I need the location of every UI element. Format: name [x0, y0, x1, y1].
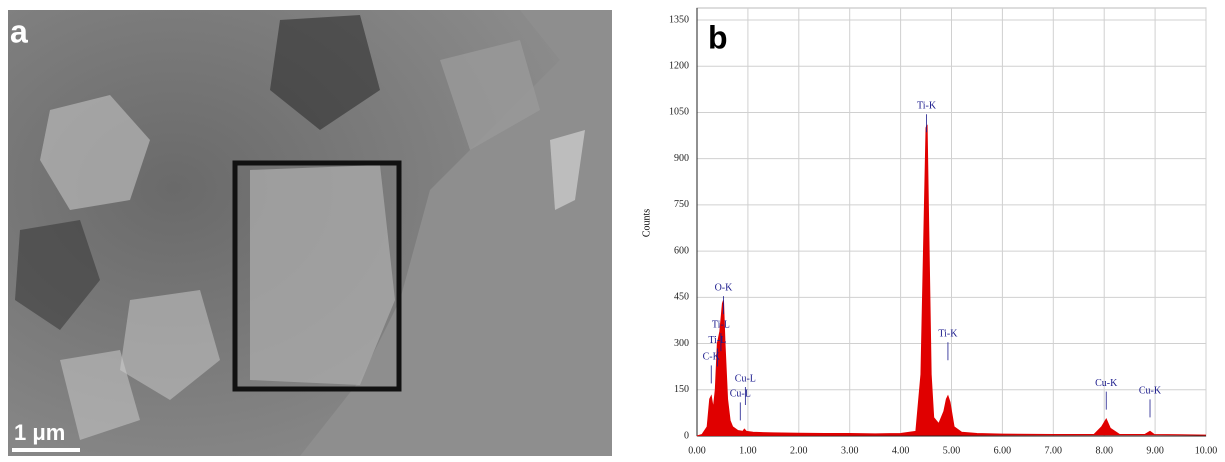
- x-tick-label: 9.00: [1146, 445, 1164, 456]
- selection-box: [232, 160, 402, 392]
- particle: [60, 350, 140, 440]
- spectrum-chart: Counts 0 150 300 450 600 750 900 1050 1200 1350 0.…: [641, 7, 1218, 456]
- x-tick-label: 3.00: [841, 445, 859, 456]
- annotation: C-K: [703, 352, 721, 363]
- y-tick-label: 1350: [669, 14, 689, 25]
- annotation: Ti-L: [712, 319, 730, 330]
- panel-label: b: [708, 19, 728, 55]
- y-axis-label: Counts: [641, 209, 652, 237]
- y-tick-label: 900: [674, 153, 689, 164]
- annotation: Ti-K: [917, 101, 937, 112]
- y-tick-label: 1050: [669, 107, 689, 118]
- particle: [270, 15, 380, 130]
- annotation: O-K: [715, 282, 734, 293]
- particle: [550, 130, 585, 210]
- particle: [40, 95, 150, 210]
- annotation: Cu-K: [1139, 386, 1162, 397]
- x-tick-label: 2.00: [790, 445, 808, 456]
- y-tick-label: 300: [674, 338, 689, 349]
- x-tick-label: 0.00: [688, 445, 706, 456]
- y-tick-label: 750: [674, 199, 689, 210]
- particle: [15, 220, 100, 330]
- annotation: Cu-L: [730, 389, 751, 400]
- x-tick-label: 8.00: [1095, 445, 1113, 456]
- particle: [440, 40, 540, 150]
- y-tick-label: 450: [674, 292, 689, 303]
- y-tick-label: 150: [674, 384, 689, 395]
- annotation: Ti-K: [938, 329, 958, 340]
- annotation: Cu-K: [1095, 378, 1118, 389]
- x-tick-label: 1.00: [739, 445, 757, 456]
- x-tick-label: 4.00: [892, 445, 910, 456]
- scale-label: 1 μm: [14, 420, 65, 445]
- particle: [120, 290, 220, 400]
- particle: [250, 165, 395, 385]
- y-tick-label: 0: [684, 430, 689, 441]
- y-tick-label: 1200: [669, 61, 689, 72]
- micrograph: 1 μm a: [8, 10, 612, 456]
- x-tick-label: 6.00: [994, 445, 1012, 456]
- annotation: Ti-L: [708, 335, 726, 346]
- x-tick-label: 10.00: [1195, 445, 1218, 456]
- spectrum: [696, 124, 1207, 437]
- x-tick-label: 7.00: [1045, 445, 1063, 456]
- panel-label: a: [10, 13, 28, 49]
- y-tick-label: 600: [674, 245, 689, 256]
- x-tick-label: 5.00: [943, 445, 961, 456]
- annotation: Cu-L: [735, 373, 756, 384]
